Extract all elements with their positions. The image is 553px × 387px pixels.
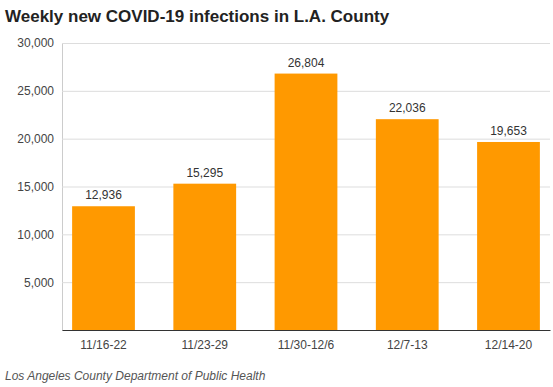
x-tick: 11/30-12/6	[278, 330, 335, 352]
source: Los Angeles County Department of Public …	[5, 369, 266, 383]
x-axis: 11/16-22 11/23-29 11/30-12/6 12/7-13 12/14-2…	[63, 330, 551, 352]
grid-line	[62, 43, 550, 44]
data-label: 22,036	[389, 101, 426, 115]
bars	[72, 74, 540, 330]
y-axis: 5,000 10,000 15,000 20,000 25,000 30,000	[17, 36, 550, 330]
data-label: 19,653	[490, 124, 527, 138]
data-label: 26,804	[288, 56, 325, 70]
data-label: 15,295	[186, 166, 223, 180]
bar	[275, 74, 338, 330]
y-tick-label: 15,000	[17, 180, 54, 194]
bar	[173, 184, 236, 330]
x-tick: 12/7-13	[387, 330, 428, 352]
bar	[376, 119, 439, 330]
chart: Weekly new COVID-19 infections in L.A. C…	[0, 0, 553, 387]
x-tick-label: 12/14-20	[485, 338, 533, 352]
x-tick-label: 11/30-12/6	[278, 338, 335, 352]
y-tick-label: 20,000	[17, 132, 54, 146]
x-tick: 11/23-29	[182, 330, 229, 352]
x-tick-label: 12/7-13	[387, 338, 428, 352]
y-tick-label: 10,000	[17, 228, 54, 242]
y-tick-label: 30,000	[17, 36, 54, 50]
data-label: 12,936	[85, 188, 122, 202]
x-axis-line	[63, 330, 551, 331]
y-axis-line	[63, 44, 551, 331]
x-tick: 11/16-22	[80, 330, 127, 352]
bar	[477, 142, 540, 330]
y-tick: 30,000	[17, 36, 550, 50]
x-tick-label: 11/16-22	[80, 338, 127, 352]
x-tick-label: 11/23-29	[182, 338, 229, 352]
data-labels: 12,936 15,295 26,804 22,036 19,653	[85, 56, 527, 203]
bar	[72, 206, 135, 330]
title: Weekly new COVID-19 infections in L.A. C…	[5, 7, 390, 26]
x-tick: 12/14-20	[485, 330, 533, 352]
y-tick-label: 25,000	[17, 84, 54, 98]
y-tick-label: 5,000	[24, 276, 54, 290]
